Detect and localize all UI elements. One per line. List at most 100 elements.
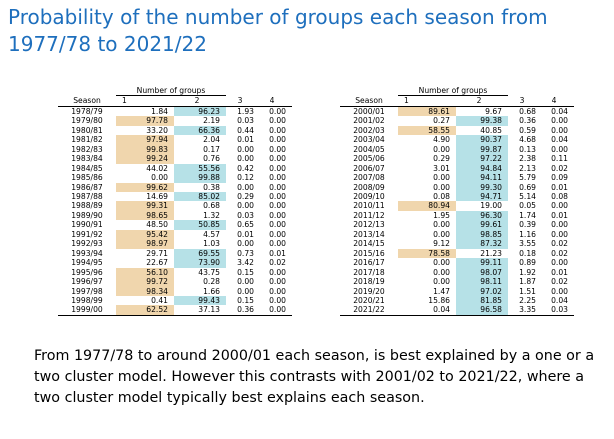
table-row: 1989/90 98.65 1.32 0.03 0.00 <box>58 210 292 221</box>
prob-cell-4: 0.00 <box>258 305 292 316</box>
table-row: 1983/84 99.24 0.76 0.00 0.00 <box>58 154 292 164</box>
prob-cell-1: 95.42 <box>116 229 174 240</box>
table-row: 2007/08 0.00 94.11 5.79 0.09 <box>340 173 574 183</box>
table-row: 2020/21 15.86 81.85 2.25 0.04 <box>340 295 574 306</box>
prob-cell-1: 0.00 <box>433 267 450 277</box>
prob-cell-2: 1.03 <box>203 239 220 249</box>
table-row: 1996/97 99.72 0.28 0.00 0.00 <box>58 277 292 287</box>
prob-cell-2: 99.88 <box>174 173 226 183</box>
season-cell: 2021/22 <box>340 305 398 316</box>
season-cell: 2017/18 <box>353 267 385 277</box>
season-header: Season <box>58 95 116 107</box>
season-cell: 1994/95 <box>71 258 103 268</box>
prob-cell-3: 0.00 <box>237 239 254 249</box>
prob-cell-4: 0.00 <box>269 277 286 287</box>
prob-cell-3: 0.00 <box>237 144 254 154</box>
table-row: 1997/98 98.34 1.66 0.00 0.00 <box>58 286 292 296</box>
prob-cell-2: 0.68 <box>203 201 220 211</box>
prob-cell-2: 99.61 <box>456 220 508 230</box>
prob-cell-2: 98.85 <box>456 229 508 240</box>
prob-cell-2: 73.90 <box>174 258 226 268</box>
prob-cell-3: 0.03 <box>237 116 254 126</box>
prob-cell-1: 89.61 <box>398 106 456 117</box>
season-cell: 1996/97 <box>71 277 103 287</box>
prob-cell-1: 99.62 <box>116 182 174 192</box>
prob-cell-2: 94.71 <box>456 191 508 202</box>
table-row: 2004/05 0.00 99.87 0.13 0.00 <box>340 144 574 155</box>
prob-cell-2: 37.13 <box>174 305 226 316</box>
prob-cell-1: 97.78 <box>116 116 174 126</box>
prob-cell-2: 90.37 <box>456 135 508 145</box>
prob-cell-4: 0.11 <box>551 154 568 164</box>
season-cell: 2016/17 <box>353 258 385 268</box>
table-row: 1981/82 97.94 2.04 0.01 0.00 <box>58 135 292 145</box>
prob-cell-4: 0.00 <box>551 116 568 126</box>
prob-cell-1: 58.55 <box>398 125 456 136</box>
prob-cell-1: 14.69 <box>146 191 168 201</box>
prob-cell-1: 99.24 <box>116 154 174 164</box>
season-cell: 2006/07 <box>353 163 385 173</box>
prob-cell-2: 99.38 <box>456 116 508 126</box>
prob-cell-2: 21.23 <box>480 248 502 258</box>
table-row: 2012/13 0.00 99.61 0.39 0.00 <box>340 220 574 230</box>
prob-cell-4: 0.00 <box>551 144 568 154</box>
prob-cell-3: 0.01 <box>237 229 254 239</box>
season-cell: 1993/94 <box>71 248 103 258</box>
prob-cell-2: 40.85 <box>480 125 502 135</box>
col-header-3: 3 <box>508 95 540 107</box>
prob-cell-4: 0.00 <box>269 144 286 154</box>
prob-cell-1: 0.00 <box>151 173 168 183</box>
prob-cell-2: 98.07 <box>456 267 508 278</box>
prob-cell-4: 0.00 <box>269 210 286 220</box>
prob-cell-3: 0.18 <box>519 248 536 258</box>
prob-cell-3: 1.51 <box>519 286 536 296</box>
prob-cell-4: 0.02 <box>269 258 286 268</box>
season-cell: 2007/08 <box>353 173 385 183</box>
season-cell: 1986/87 <box>71 182 103 192</box>
prob-cell-4: 0.02 <box>551 277 568 287</box>
prob-cell-3: 0.15 <box>237 267 254 277</box>
prob-cell-1: 15.86 <box>428 295 450 305</box>
table-row: 2015/16 78.58 21.23 0.18 0.02 <box>340 248 574 259</box>
prob-cell-2: 99.30 <box>456 182 508 192</box>
table-row: 2016/17 0.00 99.11 0.89 0.00 <box>340 258 574 268</box>
prob-cell-3: 0.05 <box>519 201 536 211</box>
col-header-1: 1 <box>398 95 456 107</box>
prob-cell-1: 0.27 <box>433 116 450 126</box>
prob-cell-1: 99.31 <box>116 201 174 211</box>
prob-cell-4: 0.04 <box>551 135 568 145</box>
prob-cell-4: 0.00 <box>269 191 286 201</box>
prob-cell-4: 0.04 <box>551 106 568 116</box>
prob-cell-3: 0.15 <box>237 295 254 305</box>
season-cell: 2008/09 <box>353 182 385 192</box>
prob-cell-4: 0.00 <box>269 286 286 296</box>
prob-cell-4: 0.00 <box>551 258 568 268</box>
probability-table-left: Number of groups Season 1 2 3 4 1978/79 1… <box>58 86 292 316</box>
prob-cell-2: 1.32 <box>203 210 220 220</box>
prob-cell-4: 0.00 <box>269 267 286 277</box>
table-row: 2008/09 0.00 99.30 0.69 0.01 <box>340 182 574 192</box>
col-header-2: 2 <box>456 95 508 107</box>
season-cell: 2010/11 <box>353 201 385 211</box>
prob-cell-3: 0.13 <box>519 144 536 154</box>
season-cell: 2005/06 <box>353 154 385 164</box>
prob-cell-3: 0.36 <box>519 116 536 126</box>
table-row: 2000/01 89.61 9.67 0.68 0.04 <box>340 106 574 117</box>
season-cell: 1979/80 <box>71 116 103 126</box>
season-cell: 1981/82 <box>71 135 103 145</box>
table-row: 1990/91 48.50 50.85 0.65 0.00 <box>58 220 292 230</box>
prob-cell-1: 0.00 <box>433 277 450 287</box>
prob-cell-1: 0.00 <box>433 258 450 268</box>
prob-cell-1: 0.00 <box>433 220 450 230</box>
prob-cell-4: 0.00 <box>269 125 286 135</box>
col-header-2: 2 <box>174 95 226 107</box>
prob-cell-4: 0.09 <box>551 173 568 183</box>
prob-cell-1: 98.34 <box>116 286 174 296</box>
prob-cell-1: 1.47 <box>433 286 450 296</box>
season-cell: 2004/05 <box>353 144 385 154</box>
prob-cell-4: 0.02 <box>551 163 568 173</box>
prob-cell-1: 0.04 <box>398 305 456 316</box>
prob-cell-2: 0.38 <box>203 182 220 192</box>
season-cell: 1990/91 <box>71 220 103 230</box>
prob-cell-3: 0.01 <box>237 135 254 145</box>
